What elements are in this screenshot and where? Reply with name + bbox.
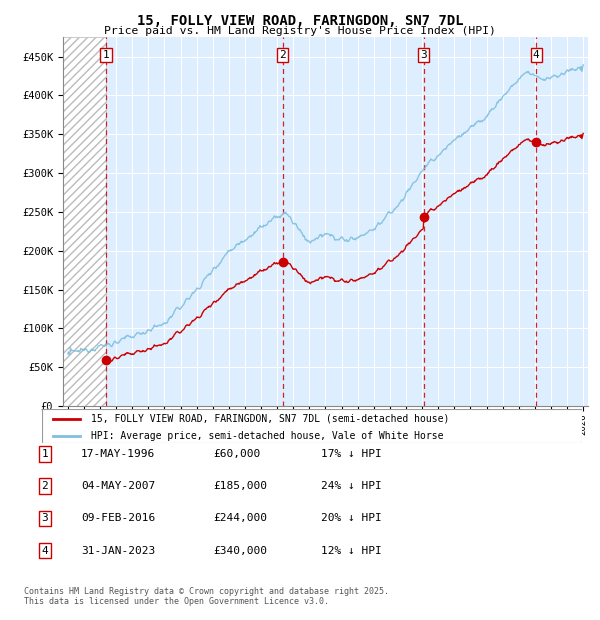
Text: 4: 4	[533, 50, 539, 60]
Text: 24% ↓ HPI: 24% ↓ HPI	[321, 481, 382, 491]
Text: £60,000: £60,000	[213, 449, 260, 459]
Text: 2: 2	[41, 481, 49, 491]
Text: 15, FOLLY VIEW ROAD, FARINGDON, SN7 7DL (semi-detached house): 15, FOLLY VIEW ROAD, FARINGDON, SN7 7DL …	[91, 414, 449, 423]
Text: 04-MAY-2007: 04-MAY-2007	[81, 481, 155, 491]
Text: 20% ↓ HPI: 20% ↓ HPI	[321, 513, 382, 523]
Text: 12% ↓ HPI: 12% ↓ HPI	[321, 546, 382, 556]
Text: HPI: Average price, semi-detached house, Vale of White Horse: HPI: Average price, semi-detached house,…	[91, 431, 443, 441]
Text: 4: 4	[41, 546, 49, 556]
Text: Contains HM Land Registry data © Crown copyright and database right 2025.
This d: Contains HM Land Registry data © Crown c…	[24, 587, 389, 606]
Text: 31-JAN-2023: 31-JAN-2023	[81, 546, 155, 556]
Text: 17% ↓ HPI: 17% ↓ HPI	[321, 449, 382, 459]
Text: £185,000: £185,000	[213, 481, 267, 491]
Text: 17-MAY-1996: 17-MAY-1996	[81, 449, 155, 459]
Text: 3: 3	[41, 513, 49, 523]
Text: Price paid vs. HM Land Registry's House Price Index (HPI): Price paid vs. HM Land Registry's House …	[104, 26, 496, 36]
Text: 3: 3	[421, 50, 427, 60]
Text: 2: 2	[279, 50, 286, 60]
Text: 1: 1	[41, 449, 49, 459]
Text: 1: 1	[103, 50, 109, 60]
Text: 15, FOLLY VIEW ROAD, FARINGDON, SN7 7DL: 15, FOLLY VIEW ROAD, FARINGDON, SN7 7DL	[137, 14, 463, 28]
Text: £244,000: £244,000	[213, 513, 267, 523]
Bar	[63, 37, 106, 406]
Text: £340,000: £340,000	[213, 546, 267, 556]
Text: 09-FEB-2016: 09-FEB-2016	[81, 513, 155, 523]
